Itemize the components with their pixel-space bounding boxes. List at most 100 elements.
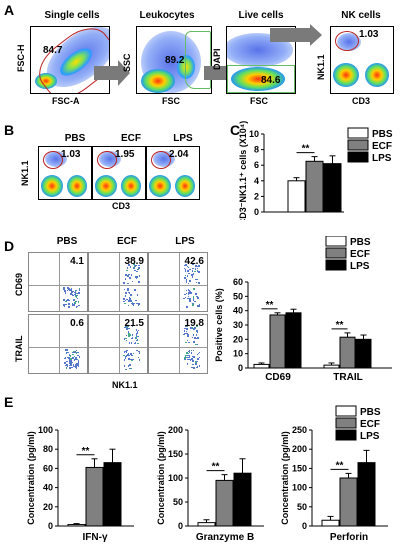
chart-d: 0 10 20 30 40 50 60 Positive cells (%) CD69 TRAIL… xyxy=(214,236,392,383)
quadrant-value: 21.5 xyxy=(124,318,144,329)
flow-event-dot xyxy=(191,270,194,272)
flow-event-dot xyxy=(138,352,141,354)
flow-event-dot xyxy=(126,349,128,352)
flow-event-dot xyxy=(71,293,73,296)
flow-event-dot xyxy=(191,366,193,369)
flow-event-dot xyxy=(77,292,79,295)
flow-event-dot xyxy=(128,342,131,344)
flow-event-dot xyxy=(124,302,126,305)
bar-lps xyxy=(103,462,122,527)
flow-event-dot xyxy=(184,358,186,360)
flow-event-dot xyxy=(196,331,199,333)
flow-event-dot xyxy=(193,367,195,369)
flow-event-dot xyxy=(186,352,188,354)
flow-event-dot xyxy=(65,367,68,369)
flow-event-dot xyxy=(69,364,71,367)
bar-ecf xyxy=(269,314,286,369)
y-tick-label: 50 xyxy=(297,502,307,512)
flow-event-dot xyxy=(76,358,78,361)
flow-plot-d-cd69-pbs: 4.1 xyxy=(28,252,88,312)
flow-event-dot xyxy=(185,289,188,292)
legend-swatch-lps xyxy=(347,151,369,163)
flow-event-dot xyxy=(73,365,75,368)
flow-event-dot xyxy=(67,299,69,302)
flow-event-dot xyxy=(127,282,129,285)
gate-value-nk-cells: 1.03 xyxy=(359,29,379,40)
flow-event-dot xyxy=(184,293,186,296)
y-tick-label: 4 xyxy=(254,176,259,186)
flow-event-dot xyxy=(76,363,78,365)
flow-event-dot xyxy=(192,304,194,306)
gate-value-single-cells: 84.7 xyxy=(43,45,63,56)
flow-event-dot xyxy=(187,354,189,357)
flow-event-dot xyxy=(183,330,186,332)
flow-event-dot xyxy=(128,273,130,276)
flow-event-dot xyxy=(129,266,132,268)
flow-event-dot xyxy=(192,334,195,336)
flow-event-dot xyxy=(196,325,198,327)
flow-event-dot xyxy=(183,264,186,267)
flow-event-dot xyxy=(197,352,200,355)
flow-event-dot xyxy=(134,337,137,339)
flow-event-dot xyxy=(192,299,195,301)
flow-event-dot xyxy=(125,355,127,358)
flow-event-dot xyxy=(66,360,68,363)
ylabel-dapi: DAPI xyxy=(212,48,222,70)
flow-event-dot xyxy=(70,287,73,290)
flow-event-dot xyxy=(184,277,186,279)
quadrant-value: 0.6 xyxy=(70,318,84,329)
y-tick-label: 30 xyxy=(233,320,243,330)
flow-event-dot xyxy=(123,288,126,291)
panel-letter-a: A xyxy=(4,2,15,18)
flow-event-dot xyxy=(63,357,66,360)
xlabel-cd3-b: CD3 xyxy=(112,201,131,211)
flow-event-dot xyxy=(129,367,132,370)
flow-event-dot xyxy=(76,305,78,308)
flow-event-dot xyxy=(123,351,126,353)
flow-event-dot xyxy=(77,365,80,368)
flow-event-dot xyxy=(128,327,130,330)
category-label: IFN-γ xyxy=(83,532,108,543)
flow-event-dot xyxy=(192,297,195,300)
flow-event-dot xyxy=(196,343,198,346)
col-title-d-pbs: PBS xyxy=(56,236,78,247)
plot-title-leukocytes: Leukocytes xyxy=(139,10,195,21)
flow-event-dot xyxy=(188,356,190,359)
flow-event-dot xyxy=(71,366,74,369)
plot-title-nk-cells: NK cells xyxy=(341,10,381,21)
flow-event-dot xyxy=(128,292,131,295)
flow-event-dot xyxy=(68,305,71,307)
flow-event-dot xyxy=(135,334,138,336)
flow-event-dot xyxy=(127,331,130,333)
flow-event-dot xyxy=(71,291,74,294)
flow-event-dot xyxy=(72,294,74,297)
flow-event-dot xyxy=(63,288,65,291)
flow-event-dot xyxy=(193,288,195,290)
legend-label-lps: LPS xyxy=(350,261,370,272)
flow-event-dot xyxy=(64,349,67,351)
flow-event-dot xyxy=(73,304,76,306)
legend-swatch-ecf xyxy=(325,247,347,259)
flow-plot-d-cd69-lps: 42.6 xyxy=(148,252,208,312)
flow-event-dot xyxy=(136,294,139,296)
flow-event-dot xyxy=(192,349,195,352)
flow-event-dot xyxy=(132,352,135,355)
flow-event-dot xyxy=(133,266,136,268)
flow-event-dot xyxy=(183,333,185,336)
flow-event-dot xyxy=(198,365,201,367)
flow-event-dot xyxy=(186,275,189,277)
flow-event-dot xyxy=(72,351,74,354)
flow-event-dot xyxy=(77,351,79,354)
y-tick-label: 40 xyxy=(233,306,243,316)
legend-label-ecf: ECF xyxy=(350,249,370,260)
flow-event-dot xyxy=(135,277,138,280)
quadrant-value: 38.9 xyxy=(124,256,144,267)
flow-event-dot xyxy=(69,355,72,357)
gating-arrow-3 xyxy=(270,28,314,42)
flow-event-dot xyxy=(125,368,128,371)
flow-event-dot xyxy=(187,266,190,269)
xlabel-fsc-leukocytes: FSC xyxy=(162,96,180,106)
panel-letter-e: E xyxy=(4,394,14,410)
